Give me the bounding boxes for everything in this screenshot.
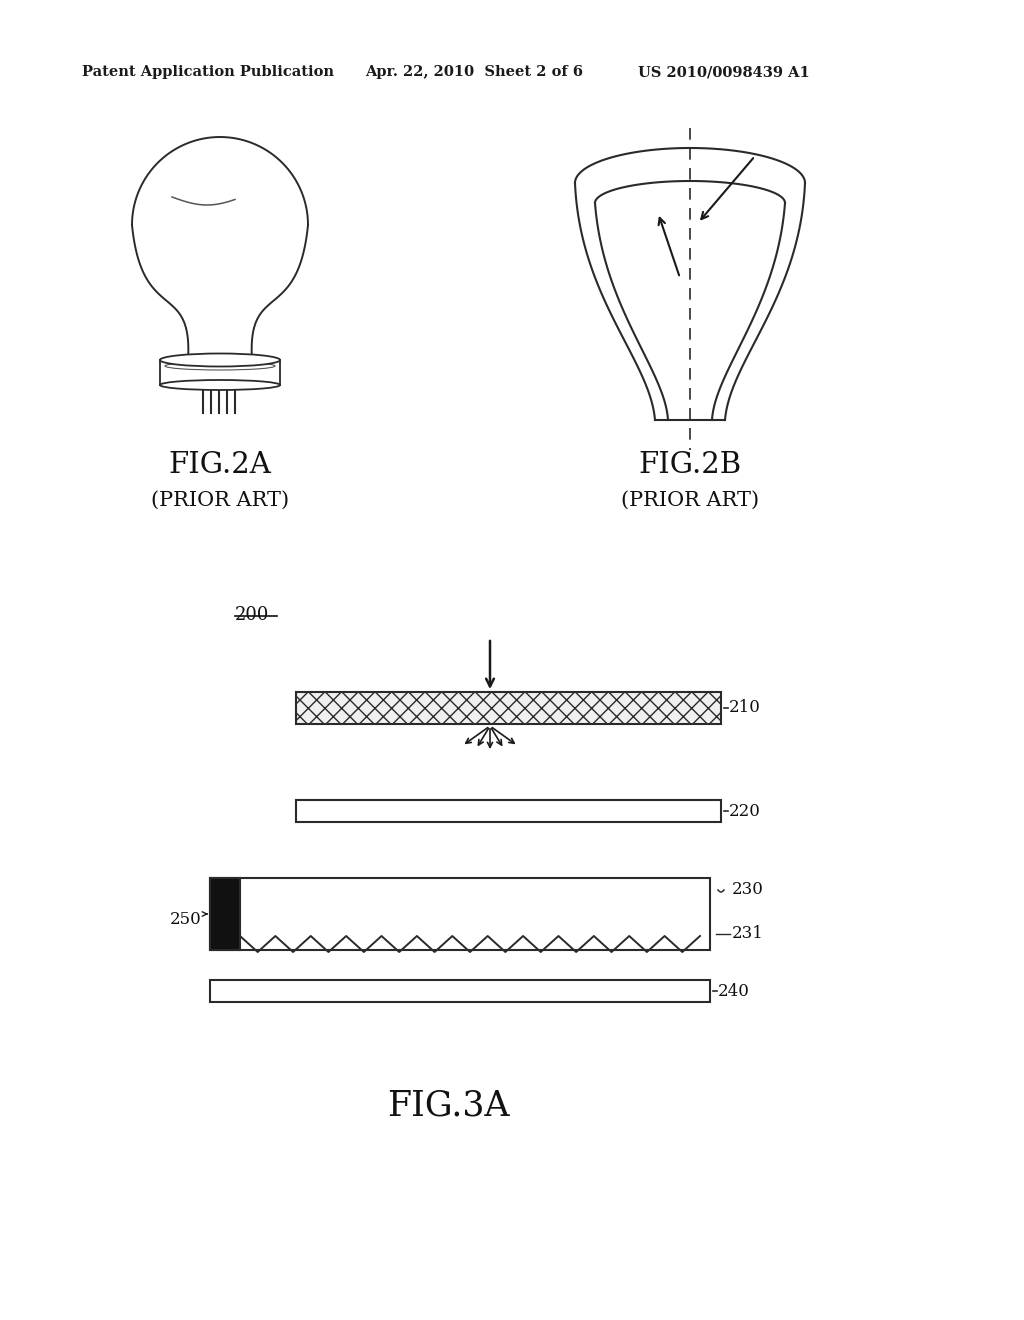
Text: 230: 230 [732, 882, 764, 899]
Bar [210, 979, 710, 1002]
Text: 240: 240 [718, 982, 750, 999]
Text: Apr. 22, 2010  Sheet 2 of 6: Apr. 22, 2010 Sheet 2 of 6 [365, 65, 583, 79]
Ellipse shape [160, 380, 280, 389]
Text: 250: 250 [170, 911, 202, 928]
Bar [210, 878, 710, 950]
Text: FIG.2A: FIG.2A [169, 451, 271, 479]
Text: (PRIOR ART): (PRIOR ART) [151, 491, 289, 510]
Ellipse shape [160, 354, 280, 367]
Bar [296, 800, 721, 822]
Text: 210: 210 [729, 700, 761, 717]
Text: US 2010/0098439 A1: US 2010/0098439 A1 [638, 65, 810, 79]
Text: 200: 200 [234, 606, 269, 624]
Text: FIG.3A: FIG.3A [387, 1088, 509, 1122]
Bar [296, 692, 721, 723]
Text: (PRIOR ART): (PRIOR ART) [621, 491, 759, 510]
Text: Patent Application Publication: Patent Application Publication [82, 65, 334, 79]
Text: FIG.2B: FIG.2B [638, 451, 741, 479]
Bar [210, 878, 240, 950]
Text: 220: 220 [729, 803, 761, 820]
Text: 231: 231 [732, 925, 764, 942]
